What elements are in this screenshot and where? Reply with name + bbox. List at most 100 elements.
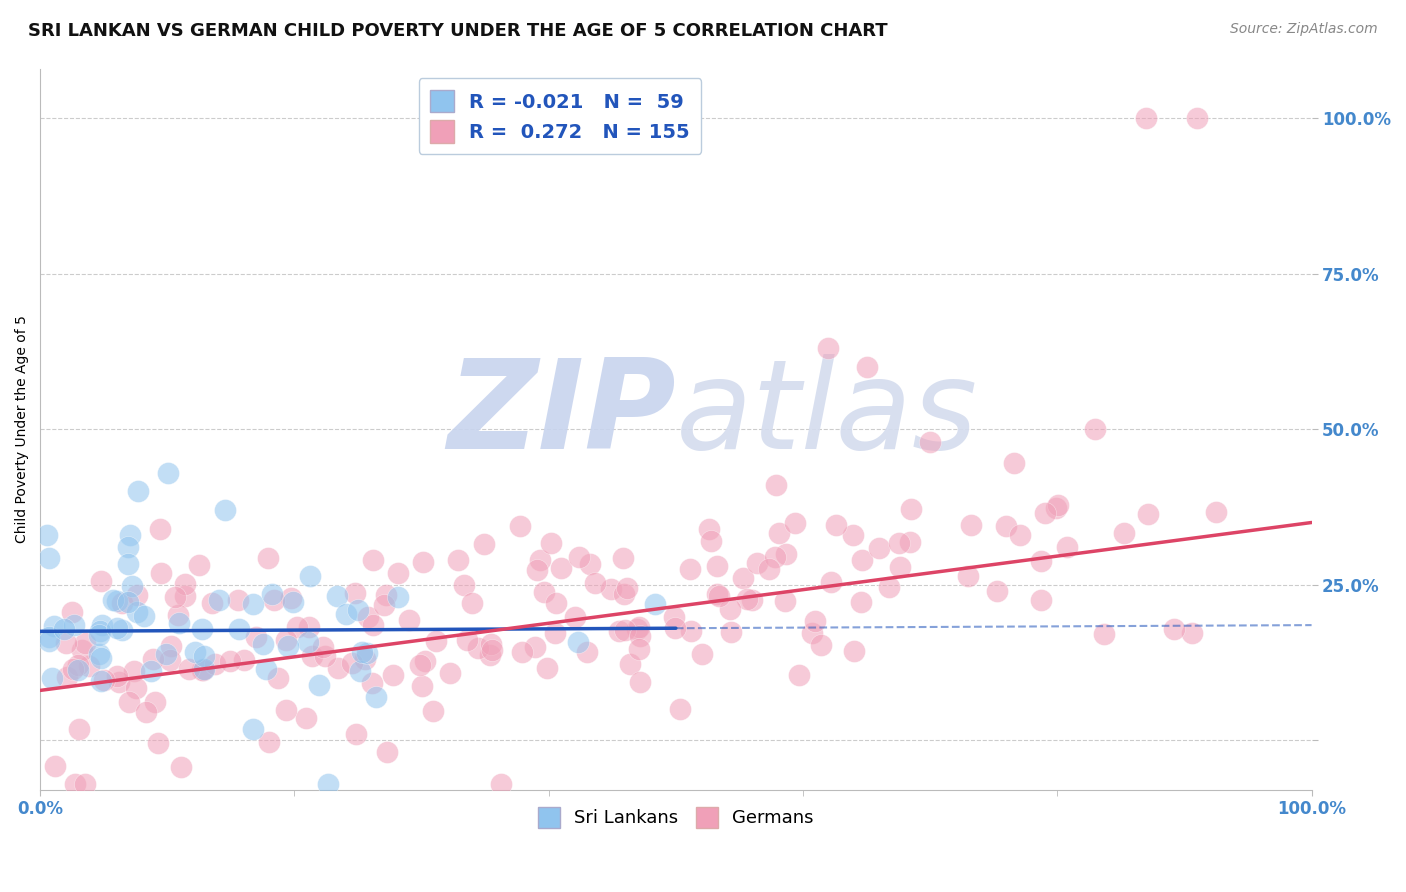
Point (550, 560, 572, 574)
Point (90, 650, 112, 665)
Point (352, 645, 374, 659)
Point (201, 596, 224, 610)
Point (1181, 626, 1204, 640)
Point (38, 630, 60, 644)
Point (349, 664, 371, 678)
Point (79, 659, 101, 673)
Point (644, 597, 666, 611)
Point (55, 635, 77, 649)
Point (228, 593, 250, 607)
Point (242, 598, 264, 612)
Point (155, 647, 177, 661)
Point (453, 578, 475, 592)
Point (627, 620, 650, 634)
Point (720, 625, 742, 640)
Point (179, 662, 201, 676)
Point (267, 671, 290, 685)
Point (233, 653, 256, 667)
Point (824, 517, 846, 532)
Point (508, 519, 530, 533)
Point (167, 608, 190, 623)
Point (117, 595, 139, 609)
Text: atlas: atlas (676, 354, 979, 475)
Point (616, 581, 638, 595)
Point (373, 599, 395, 613)
Point (763, 549, 786, 564)
Point (681, 624, 703, 638)
Point (855, 359, 877, 374)
Point (108, 675, 131, 690)
Point (90, 673, 112, 688)
Point (44, 758, 66, 772)
Point (898, 534, 921, 549)
Point (879, 580, 901, 594)
Point (353, 652, 375, 666)
Point (132, 608, 155, 623)
Point (842, 528, 865, 542)
Point (75, 635, 97, 649)
Point (775, 547, 797, 561)
Point (387, 566, 409, 580)
Point (900, 501, 922, 516)
Point (1047, 498, 1070, 512)
Point (135, 706, 157, 720)
Point (184, 645, 207, 659)
Point (775, 593, 797, 607)
Point (533, 584, 555, 599)
Point (193, 662, 215, 676)
Point (868, 541, 890, 555)
Point (143, 695, 166, 709)
Point (851, 553, 873, 567)
Point (491, 777, 513, 791)
Point (375, 746, 398, 760)
Point (208, 593, 231, 607)
Point (35, 528, 58, 542)
Point (523, 640, 546, 654)
Point (607, 624, 630, 639)
Point (1163, 622, 1185, 636)
Point (357, 609, 380, 624)
Point (544, 625, 567, 640)
Point (328, 661, 350, 675)
Point (159, 653, 181, 667)
Point (295, 711, 318, 725)
Point (105, 669, 128, 683)
Point (361, 618, 384, 632)
Point (628, 674, 651, 689)
Point (245, 630, 267, 644)
Point (706, 559, 728, 574)
Point (314, 649, 336, 664)
Point (456, 633, 478, 648)
Point (67, 722, 90, 736)
Point (745, 556, 768, 570)
Point (297, 619, 319, 633)
Point (600, 582, 623, 596)
Point (479, 637, 502, 651)
Point (765, 478, 787, 492)
Point (160, 639, 183, 653)
Point (1056, 540, 1078, 554)
Point (167, 615, 190, 630)
Point (214, 503, 236, 517)
Point (706, 587, 728, 601)
Point (1092, 627, 1115, 641)
Point (1205, 504, 1227, 518)
Point (277, 639, 299, 653)
Point (1045, 501, 1067, 516)
Point (149, 566, 172, 580)
Point (567, 635, 589, 649)
Point (583, 575, 606, 590)
Point (67, 657, 90, 672)
Point (44, 619, 66, 633)
Point (889, 560, 911, 574)
Point (1084, 422, 1107, 436)
Point (41, 671, 63, 685)
Point (1033, 507, 1056, 521)
Point (105, 594, 128, 608)
Point (274, 702, 297, 716)
Point (347, 603, 370, 617)
Point (526, 563, 548, 577)
Point (117, 541, 139, 555)
Point (887, 535, 910, 549)
Text: ZIP: ZIP (447, 354, 676, 475)
